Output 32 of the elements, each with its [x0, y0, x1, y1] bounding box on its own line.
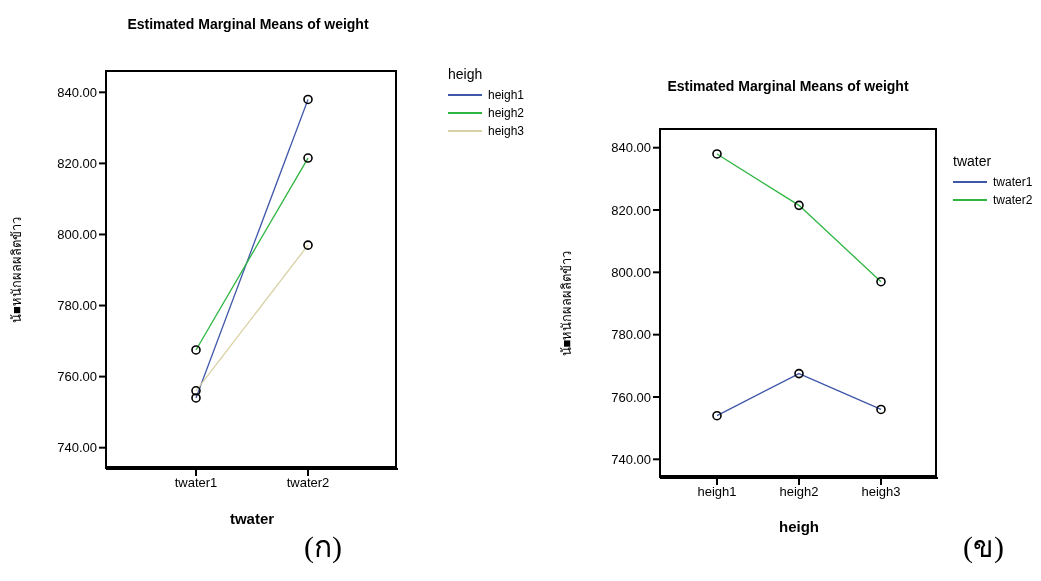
x-tick-label: heigh3 — [861, 484, 901, 500]
chart-title: Estimated Marginal Means of weight — [666, 78, 910, 94]
legend-title: heigh — [448, 66, 484, 82]
x-tick-label: twater2 — [286, 475, 330, 491]
y-tick-label: 800.00 — [57, 227, 97, 243]
legend-label: heigh2 — [488, 106, 525, 120]
text: (ก) — [304, 530, 342, 564]
legend-title: twater — [953, 153, 993, 169]
y-axis-title: น้■หนักผลผลิตข้าว — [8, 217, 24, 323]
y-axis-title: น้■หนักผลผลิตข้าว — [558, 250, 574, 357]
y-tick-label: 820.00 — [611, 202, 651, 218]
legend-label: twater2 — [993, 193, 1033, 207]
y-tick-label: 740.00 — [611, 451, 651, 467]
y-tick-label: 760.00 — [57, 369, 97, 385]
y-tick-label: 780.00 — [611, 327, 651, 343]
x-tick-label: twater1 — [174, 475, 218, 491]
y-tick-label: 740.00 — [57, 440, 97, 456]
legend-label: twater1 — [993, 175, 1033, 189]
y-tick-label: 760.00 — [611, 389, 651, 405]
x-axis-title: twater — [229, 510, 275, 527]
legend-label: heigh1 — [488, 88, 525, 102]
x-tick-label: heigh1 — [697, 484, 737, 500]
text: (ข) — [963, 530, 1004, 564]
chart-title: Estimated Marginal Means of weight — [126, 16, 370, 32]
y-tick-label: 800.00 — [611, 264, 651, 280]
y-tick-label: 820.00 — [57, 156, 97, 172]
y-tick-label: 780.00 — [57, 298, 97, 314]
y-tick-label: 840.00 — [611, 140, 651, 156]
y-tick-label: 840.00 — [57, 84, 97, 100]
x-tick-label: heigh2 — [779, 484, 819, 500]
x-axis-title: heigh — [779, 518, 819, 535]
legend-label: heigh3 — [488, 124, 525, 138]
